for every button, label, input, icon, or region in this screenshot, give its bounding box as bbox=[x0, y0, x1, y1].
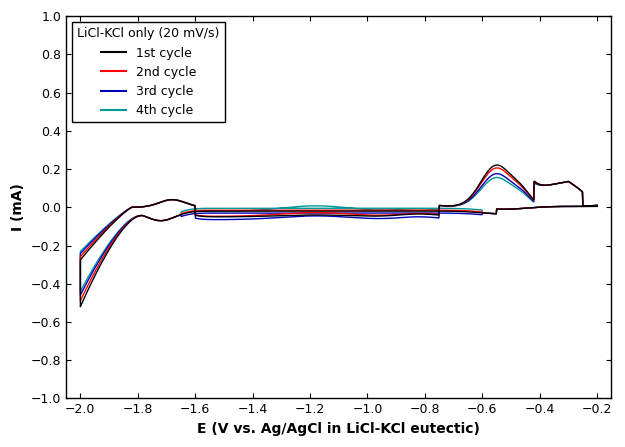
Line: 4th cycle: 4th cycle bbox=[81, 177, 597, 291]
4th cycle bbox=[565, 204, 572, 209]
3rd cycle bbox=[77, 292, 84, 298]
4th cycle bbox=[77, 289, 84, 294]
4th cycle bbox=[436, 203, 443, 208]
4th cycle bbox=[593, 204, 601, 209]
1st cycle bbox=[593, 202, 601, 208]
1st cycle bbox=[565, 204, 572, 209]
Y-axis label: I (mA): I (mA) bbox=[11, 183, 25, 231]
3rd cycle bbox=[124, 219, 131, 225]
X-axis label: E (V vs. Ag/AgCl in LiCl-KCl eutectic): E (V vs. Ag/AgCl in LiCl-KCl eutectic) bbox=[198, 422, 480, 436]
3rd cycle bbox=[480, 210, 488, 215]
1st cycle bbox=[124, 221, 131, 226]
2nd cycle bbox=[593, 202, 601, 208]
4th cycle bbox=[124, 219, 131, 224]
2nd cycle bbox=[593, 204, 601, 209]
Line: 3rd cycle: 3rd cycle bbox=[81, 174, 597, 295]
4th cycle bbox=[480, 210, 488, 215]
4th cycle bbox=[514, 206, 521, 211]
Line: 1st cycle: 1st cycle bbox=[81, 165, 597, 307]
1st cycle bbox=[493, 162, 501, 168]
3rd cycle bbox=[514, 206, 521, 211]
3rd cycle bbox=[436, 203, 443, 208]
3rd cycle bbox=[565, 204, 572, 209]
2nd cycle bbox=[480, 210, 488, 215]
1st cycle bbox=[451, 209, 459, 214]
2nd cycle bbox=[565, 204, 572, 209]
3rd cycle bbox=[493, 171, 501, 177]
1st cycle bbox=[593, 204, 601, 209]
1st cycle bbox=[480, 210, 488, 215]
3rd cycle bbox=[593, 204, 601, 209]
Line: 2nd cycle: 2nd cycle bbox=[81, 168, 597, 301]
1st cycle bbox=[436, 203, 443, 208]
2nd cycle bbox=[436, 203, 443, 208]
2nd cycle bbox=[77, 298, 84, 304]
1st cycle bbox=[77, 304, 84, 309]
2nd cycle bbox=[124, 220, 131, 226]
4th cycle bbox=[451, 206, 459, 211]
2nd cycle bbox=[493, 165, 501, 171]
4th cycle bbox=[493, 175, 501, 180]
4th cycle bbox=[593, 202, 601, 208]
2nd cycle bbox=[514, 206, 521, 211]
3rd cycle bbox=[593, 202, 601, 208]
Legend: 1st cycle, 2nd cycle, 3rd cycle, 4th cycle: 1st cycle, 2nd cycle, 3rd cycle, 4th cyc… bbox=[72, 22, 224, 122]
3rd cycle bbox=[451, 211, 459, 216]
2nd cycle bbox=[451, 208, 459, 213]
1st cycle bbox=[514, 206, 521, 211]
